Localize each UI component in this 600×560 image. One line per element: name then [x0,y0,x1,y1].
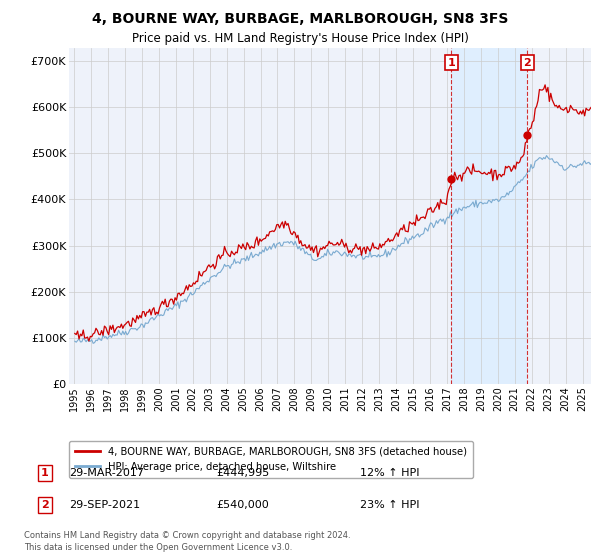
Text: 2: 2 [524,58,532,68]
Text: 29-MAR-2017: 29-MAR-2017 [69,468,144,478]
Text: £444,995: £444,995 [216,468,269,478]
Text: 23% ↑ HPI: 23% ↑ HPI [360,500,419,510]
Legend: 4, BOURNE WAY, BURBAGE, MARLBOROUGH, SN8 3FS (detached house), HPI: Average pric: 4, BOURNE WAY, BURBAGE, MARLBOROUGH, SN8… [69,441,473,478]
Bar [451,48,527,384]
Text: 2: 2 [41,500,49,510]
Text: Contains HM Land Registry data © Crown copyright and database right 2024.
This d: Contains HM Land Registry data © Crown c… [24,531,350,552]
Text: £540,000: £540,000 [216,500,269,510]
Text: 4, BOURNE WAY, BURBAGE, MARLBOROUGH, SN8 3FS: 4, BOURNE WAY, BURBAGE, MARLBOROUGH, SN8… [92,12,508,26]
Text: 1: 1 [448,58,455,68]
Text: Price paid vs. HM Land Registry's House Price Index (HPI): Price paid vs. HM Land Registry's House … [131,32,469,45]
Text: 29-SEP-2021: 29-SEP-2021 [69,500,140,510]
Text: 1: 1 [41,468,49,478]
Text: 12% ↑ HPI: 12% ↑ HPI [360,468,419,478]
